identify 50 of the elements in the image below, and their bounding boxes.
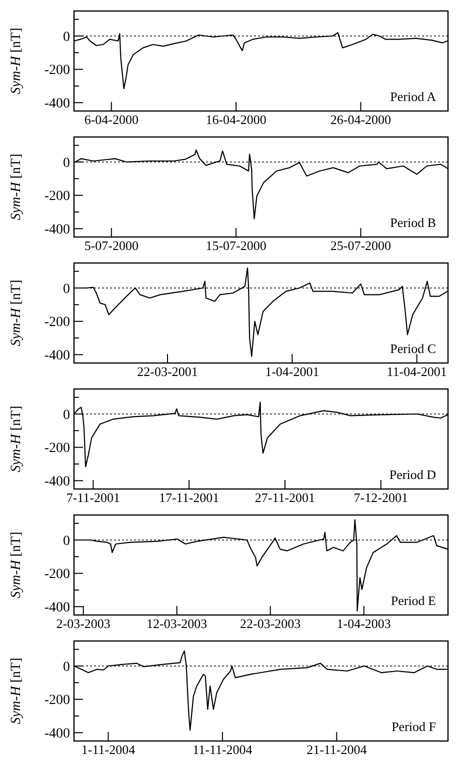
annotation: Period A (390, 89, 437, 104)
x-tick-label: 17-11-2001 (158, 490, 220, 505)
x-tick-label: 6-04-2000 (84, 112, 138, 127)
x-tick-label: 12-03-2003 (146, 616, 208, 631)
y-tick-label: 0 (63, 30, 70, 45)
y-tick-label: -400 (44, 348, 70, 364)
annotation: Period C (390, 341, 436, 356)
annotation: Period E (390, 593, 436, 608)
annotation: Period D (389, 467, 436, 482)
x-tick-label: 26-04-2000 (330, 112, 392, 127)
y-tick-label: 0 (63, 282, 70, 297)
annotation: Period B (390, 215, 436, 230)
y-tick-label: -400 (44, 474, 70, 490)
x-tick-label: 22-03-2003 (240, 616, 301, 631)
y-axis-title: Sym-H [nT] (9, 28, 24, 94)
y-tick-label: 0 (63, 534, 70, 549)
x-tick-label: 7-12-2001 (354, 490, 408, 505)
x-tick-label: 1-04-2001 (265, 364, 320, 379)
x-tick-label: 15-07-2000 (206, 238, 266, 253)
y-tick-label: -200 (44, 441, 70, 456)
x-tick-label: 16-04-2000 (206, 112, 266, 127)
x-tick-label: 1-04-2003 (336, 616, 391, 631)
x-tick-label: 7-11-2001 (66, 490, 120, 505)
x-tick-label: 11-11-2004 (192, 742, 253, 757)
y-tick-label: -200 (44, 63, 70, 78)
y-tick-label: 0 (63, 660, 70, 675)
y-tick-label: 0 (63, 408, 70, 423)
x-tick-label: 22-03-2001 (137, 364, 198, 379)
y-axis-title: Sym-H [nT] (9, 280, 24, 346)
y-tick-label: -400 (44, 726, 70, 742)
y-tick-label: -200 (44, 567, 70, 582)
y-axis-title: Sym-H [nT] (9, 154, 24, 220)
y-tick-label: -200 (44, 189, 70, 204)
y-axis-title: Sym-H [nT] (9, 406, 24, 472)
x-tick-label: 5-07-2000 (84, 238, 138, 253)
y-axis-title: Sym-H [nT] (9, 532, 24, 598)
y-tick-label: 0 (63, 156, 70, 171)
y-tick-label: -400 (44, 222, 70, 238)
x-tick-label: 25-07-2000 (330, 238, 392, 253)
y-tick-label: -200 (44, 693, 70, 708)
x-tick-label: 27-11-2001 (254, 490, 316, 505)
x-tick-label: 11-04-2001 (386, 364, 447, 379)
y-axis-title: Sym-H [nT] (9, 658, 24, 724)
y-tick-label: -200 (44, 315, 70, 330)
y-tick-label: -400 (44, 96, 70, 112)
x-tick-label: 2-03-2003 (56, 616, 110, 631)
x-tick-label: 21-11-2004 (306, 742, 368, 757)
x-tick-label: 1-11-2004 (81, 742, 136, 757)
y-tick-label: -400 (44, 600, 70, 616)
annotation: Period F (392, 719, 436, 734)
